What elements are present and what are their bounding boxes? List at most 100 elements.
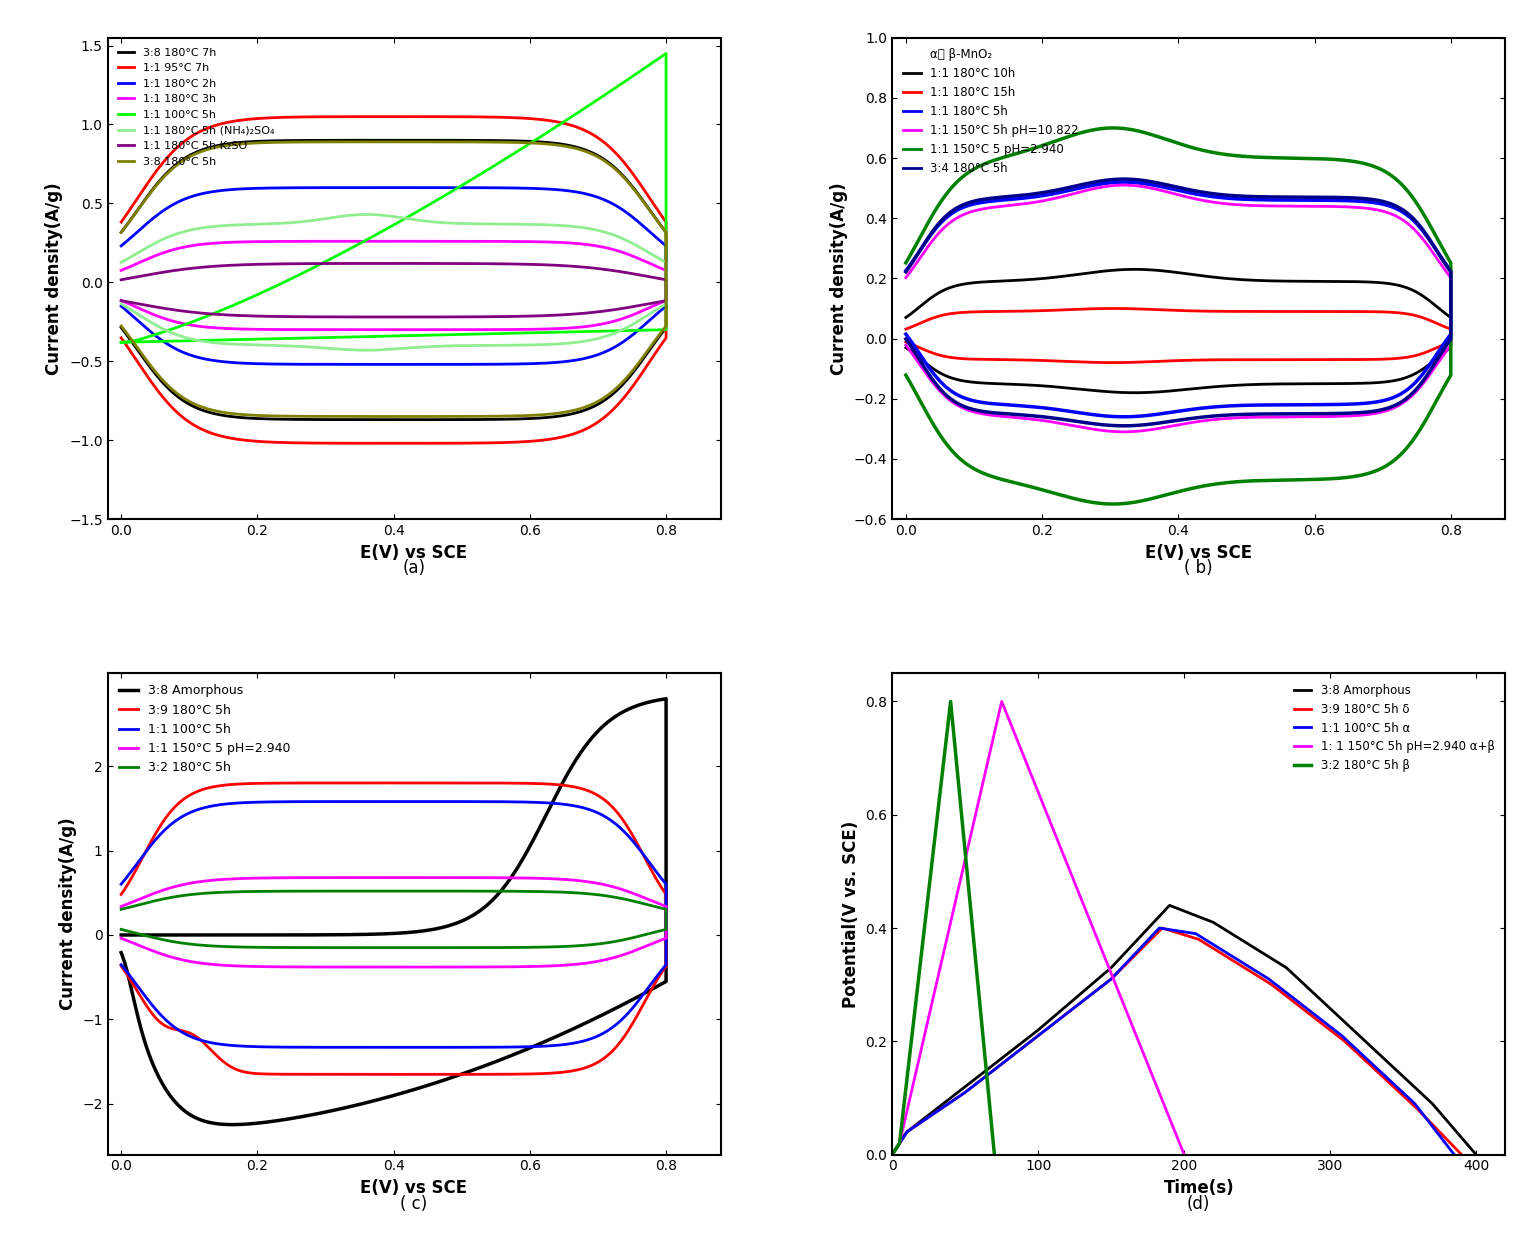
3:9 180°C 5h: [223, 777, 241, 792]
1:1 150°C 5 pH=2.940: [1117, 496, 1135, 511]
1: 1 150°C 5h pH=2.940 α+β: (5, 0.02): 1 150°C 5h pH=2.940 α+β: (5, 0.02): [891, 1136, 909, 1151]
1:1 100°C 5h: [223, 796, 241, 811]
3:8 Amorphous: [657, 692, 676, 707]
1:1 150°C 5h pH=10.822: [1008, 197, 1026, 212]
1:1 180°C 3h: [330, 323, 349, 338]
3:8 180°C 5h: [593, 152, 611, 167]
1:1 180°C 15h: [897, 335, 915, 350]
3:9 180°C 5h: [554, 778, 573, 793]
3:2 180°C 5h: [350, 940, 369, 955]
1:1 150°C 5h pH=10.822: [1115, 424, 1134, 439]
Line: 1:1 180°C 15h: 1:1 180°C 15h: [906, 309, 1452, 363]
3:8 180°C 5h: [112, 225, 131, 240]
3:8 180°C 7h: [384, 133, 402, 148]
3:8 Amorphous: [352, 1097, 370, 1112]
1:1 180°C 10h: [1238, 378, 1256, 393]
1:1 180°C 2h: [112, 299, 131, 314]
1:1 150°C 5h pH=10.822: [1135, 423, 1154, 438]
1:1 150°C 5h pH=10.822: [1378, 205, 1396, 220]
3:2 180°C 5h: [223, 885, 241, 900]
3:8 180°C 7h: [554, 137, 573, 152]
1:1 180°C 5h (NH₄)₂SO₄: [223, 217, 241, 232]
1:1 180°C 5h K₂SO: [386, 310, 404, 325]
1:1 180°C 5h K₂SO: [112, 272, 131, 287]
1:1 150°C 5 pH=2.940: [1008, 146, 1026, 161]
3:9 180°C 5h δ: [1189, 931, 1207, 946]
1:1 180°C 5h K₂SO: [112, 294, 131, 309]
3:8 Amorphous: [1276, 960, 1295, 975]
1: 1 150°C 5h pH=2.940 α+β: (0, 0): 1 150°C 5h pH=2.940 α+β: (0, 0): [883, 1147, 902, 1162]
1:1 95°C 7h: [350, 435, 369, 451]
3:9 180°C 5h: [386, 1067, 404, 1082]
3:8 180°C 5h: [330, 409, 349, 424]
3:4 180°C 5h: [1115, 172, 1134, 187]
1:1 100°C 5h: [112, 877, 131, 892]
1:1 150°C 5 pH=2.940: [223, 871, 241, 886]
1:1 100°C 5h: [386, 1040, 404, 1055]
3:8 180°C 7h: [223, 136, 241, 151]
3:2 180°C 5h β: [942, 694, 960, 709]
1:1 100°C 5h: [223, 299, 241, 314]
X-axis label: E(V) vs SCE: E(V) vs SCE: [1146, 543, 1252, 561]
3:9 180°C 5h: [384, 776, 402, 791]
1:1 180°C 5h K₂SO: [453, 310, 472, 325]
3:8 Amorphous: [223, 1117, 241, 1132]
3:8 180°C 5h: [350, 409, 369, 424]
1:1 100°C 5h α: [1187, 926, 1206, 941]
Line: 1:1 180°C 10h: 1:1 180°C 10h: [906, 270, 1452, 393]
1:1 180°C 5h K₂SO: [384, 256, 402, 271]
1:1 150°C 5 pH=2.940: [350, 960, 369, 975]
1:1 180°C 3h: [350, 323, 369, 338]
3:2 180°C 5h β: [891, 1136, 909, 1151]
Line: 3:8 Amorphous: 3:8 Amorphous: [121, 699, 667, 1124]
1:1 150°C 5 pH=2.940: [593, 877, 611, 892]
1:1 100°C 5h α: [1029, 1028, 1048, 1043]
1:1 100°C 5h α: [883, 1147, 902, 1162]
3:4 180°C 5h: [1339, 191, 1358, 206]
3:9 180°C 5h: [453, 1067, 472, 1082]
X-axis label: E(V) vs SCE: E(V) vs SCE: [361, 543, 467, 561]
1:1 100°C 5h: [554, 797, 573, 812]
3:4 180°C 5h: [1117, 418, 1135, 433]
1:1 95°C 7h: [112, 215, 131, 230]
3:9 180°C 5h δ: [897, 1124, 915, 1140]
Line: 3:8 180°C 5h: 3:8 180°C 5h: [121, 142, 667, 417]
1:1 100°C 5h: [112, 335, 131, 350]
1:1 100°C 5h: [112, 335, 131, 350]
Title: ( b): ( b): [1184, 560, 1213, 577]
Title: (d): (d): [1187, 1195, 1210, 1212]
1:1 180°C 15h: [1104, 355, 1123, 370]
1:1 100°C 5h: [593, 89, 611, 104]
1:1 180°C 15h: [1378, 305, 1396, 320]
3:8 180°C 7h: [350, 412, 369, 427]
3:9 180°C 5h: [350, 1067, 369, 1082]
3:9 180°C 5h δ: [1263, 978, 1281, 993]
3:4 180°C 5h: [1378, 195, 1396, 210]
1:1 180°C 15h: [1238, 353, 1256, 368]
3:8 Amorphous: [1204, 915, 1223, 930]
3:9 180°C 5h δ: [1101, 971, 1120, 986]
1:1 180°C 5h: [1115, 174, 1134, 190]
1:1 180°C 2h: [330, 356, 349, 371]
1:1 150°C 5h pH=10.822: [1238, 410, 1256, 425]
1:1 180°C 3h: [593, 240, 611, 255]
1:1 150°C 5h pH=10.822: [897, 270, 915, 285]
3:9 180°C 5h: [112, 887, 131, 902]
1:1 180°C 15h: [897, 321, 915, 336]
1:1 180°C 5h (NH₄)₂SO₄: [112, 296, 131, 311]
3:2 180°C 5h: [112, 902, 131, 917]
3:8 Amorphous: [453, 1067, 472, 1082]
3:9 180°C 5h δ: [1154, 920, 1172, 935]
1:1 100°C 5h: [453, 326, 472, 341]
1:1 100°C 5h: [112, 958, 131, 973]
Line: 1:1 150°C 5 pH=2.940: 1:1 150°C 5 pH=2.940: [121, 877, 667, 968]
1:1 95°C 7h: [223, 114, 241, 129]
1:1 95°C 7h: [112, 330, 131, 345]
1:1 150°C 5 pH=2.940: [1238, 473, 1256, 488]
1:1 150°C 5 pH=2.940: [112, 899, 131, 914]
3:8 180°C 5h: [453, 409, 472, 424]
1:1 180°C 5h K₂SO: [223, 257, 241, 272]
1:1 180°C 3h: [112, 292, 131, 307]
1:1 180°C 2h: [593, 192, 611, 207]
Legend: 3:8 Amorphous, 3:9 180°C 5h, 1:1 100°C 5h, 1:1 150°C 5 pH=2.940, 3:2 180°C 5h: 3:8 Amorphous, 3:9 180°C 5h, 1:1 100°C 5…: [114, 679, 295, 779]
